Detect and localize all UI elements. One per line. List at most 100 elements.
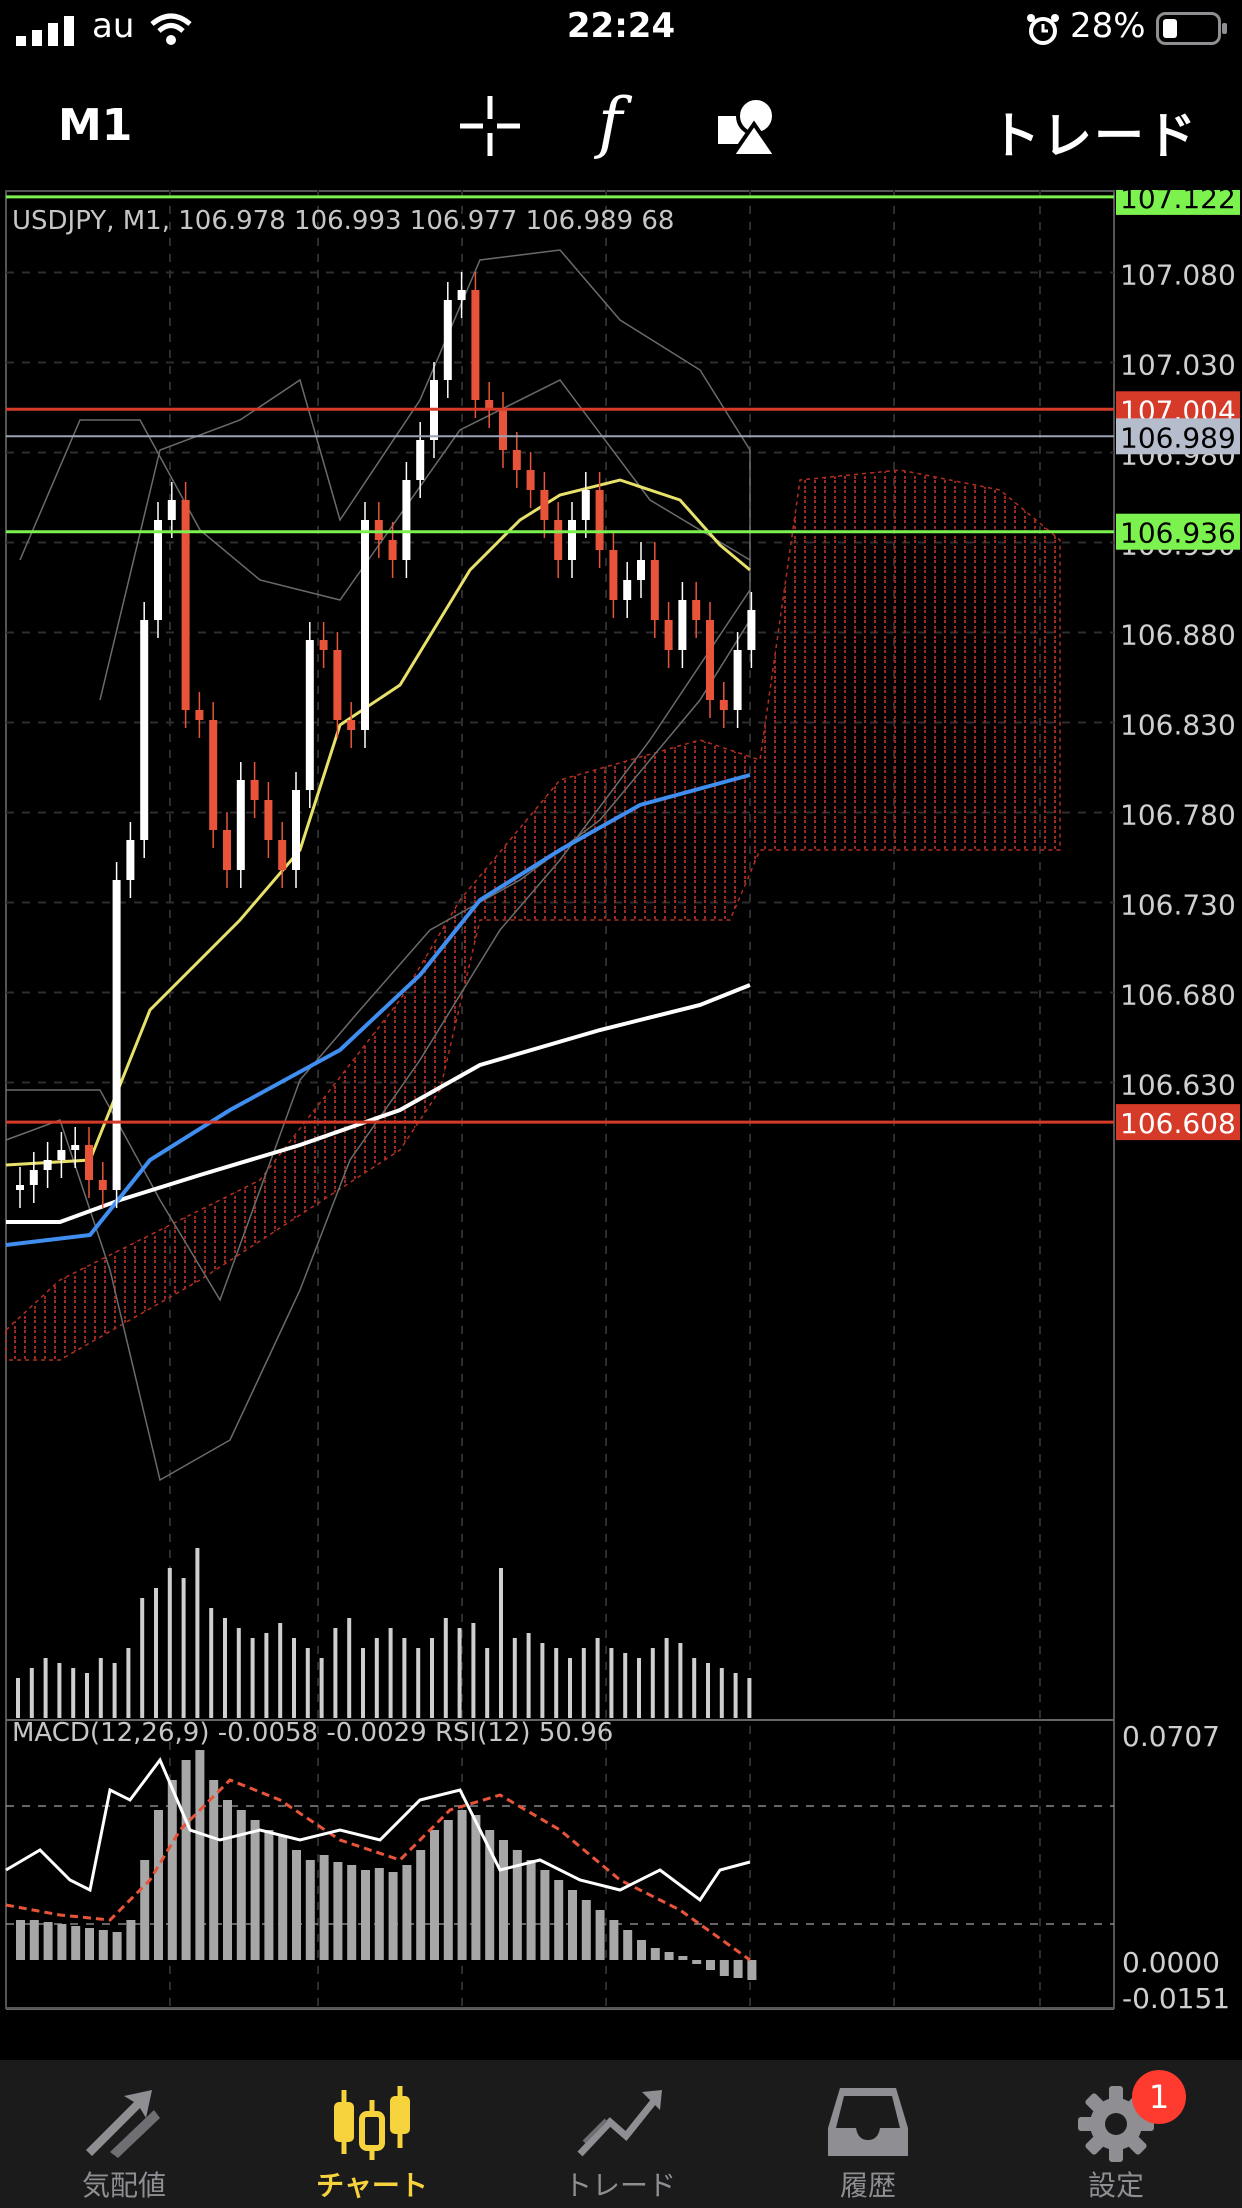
objects-shapes-icon[interactable]: [716, 94, 780, 158]
volume-bar: [443, 1618, 448, 1718]
tab-quotes[interactable]: 気配値: [0, 2060, 248, 2208]
macd-histogram-bar: [374, 1868, 384, 1960]
volume-bar: [664, 1638, 669, 1718]
macd-histogram-bar: [43, 1922, 53, 1960]
candlesticks: [16, 272, 756, 1208]
tab-label: 気配値: [81, 2169, 166, 2202]
volume-bar: [430, 1638, 434, 1718]
candle-body: [388, 540, 397, 560]
macd-histogram-bar: [319, 1855, 329, 1960]
volume-bar: [29, 1668, 34, 1718]
candle-body: [416, 440, 425, 480]
chart-header: USDJPY, M1, 106.978 106.993 106.977 106.…: [12, 206, 675, 236]
candle-body: [512, 450, 521, 470]
tab-chart[interactable]: チャート: [248, 2060, 496, 2208]
tab-trade[interactable]: トレード: [496, 2060, 744, 2208]
volume-bar: [374, 1638, 379, 1718]
macd-histogram-bar: [361, 1870, 370, 1960]
sma-fast-line: [5, 478, 751, 1167]
tab-bar: 気配値 チャート トレード 履歴: [0, 2060, 1242, 2208]
trade-button[interactable]: トレード: [990, 107, 1198, 165]
tab-history[interactable]: 履歴: [744, 2060, 992, 2208]
macd-histogram-bar: [126, 1920, 136, 1960]
macd-histogram-bar: [250, 1820, 260, 1960]
volume-bar: [457, 1628, 462, 1718]
indicator-function-button[interactable]: f: [598, 84, 623, 161]
tab-label: 履歴: [839, 2169, 896, 2202]
price-label-bg: [1116, 513, 1240, 550]
price-label-bg: [1116, 418, 1240, 455]
candle-body: [747, 610, 756, 650]
candle-body: [278, 840, 287, 870]
history-tray-icon: [828, 2088, 908, 2156]
tab-settings[interactable]: 1 設定: [992, 2060, 1240, 2208]
volume-bar: [236, 1628, 241, 1718]
macd-histogram-bar: [416, 1850, 426, 1960]
volume-bar: [609, 1648, 614, 1718]
candle-body: [568, 520, 576, 560]
trade-line-icon: [577, 2090, 662, 2157]
volume-bar: [112, 1663, 117, 1718]
price-tick: 106.680: [1120, 979, 1236, 1012]
volume-bar: [637, 1658, 641, 1718]
candle-body: [581, 490, 590, 520]
indicator-header: MACD(12,26,9) -0.0058 -0.0029 RSI(12) 50…: [12, 1718, 614, 1748]
macd-histogram-bar: [167, 1780, 177, 1960]
settings-gear-icon: [1078, 2086, 1154, 2162]
candle-body: [595, 490, 604, 550]
macd-histogram-bar: [140, 1860, 150, 1960]
candle-body: [264, 800, 273, 840]
candle-body: [223, 830, 231, 870]
macd-histogram-bar: [98, 1930, 108, 1960]
timeframe-button[interactable]: M1: [58, 100, 133, 151]
price-label: 106.936: [1120, 517, 1236, 550]
candle-body: [361, 520, 369, 730]
candle-body: [706, 620, 714, 700]
macd-histogram-bar: [57, 1924, 67, 1960]
battery-percent: 28%: [1070, 6, 1146, 46]
volume-bar: [512, 1638, 517, 1718]
volume-bar: [305, 1648, 310, 1718]
volume-bar: [195, 1548, 200, 1718]
candle-body: [402, 480, 411, 560]
macd-histogram-bar: [278, 1835, 288, 1960]
candle-body: [250, 780, 259, 800]
volume-bar: [250, 1638, 255, 1718]
candle-body: [499, 410, 507, 450]
volume-bar: [706, 1663, 710, 1718]
volume-bar: [554, 1648, 559, 1718]
macd-histogram-bar: [706, 1960, 715, 1970]
macd-histogram-bar: [650, 1948, 660, 1960]
macd-histogram-bar: [347, 1865, 357, 1960]
alarm-icon: [1027, 14, 1059, 45]
macd-histogram-bar: [154, 1810, 163, 1960]
macd-histogram-bar: [637, 1940, 646, 1960]
sma-slow-line: [6, 983, 751, 1224]
candle-body: [664, 620, 673, 650]
macd-histogram-bar: [512, 1850, 522, 1960]
crosshair-icon[interactable]: [458, 94, 522, 158]
chart-toolbar: M1 f トレード: [0, 70, 1242, 180]
chart-canvas[interactable]: 107.130107.080107.030106.980106.930106.8…: [0, 190, 1242, 2010]
volume-bar: [595, 1638, 600, 1718]
volume-bar: [333, 1628, 338, 1718]
rsi-line: [5, 1757, 751, 1903]
macd-histogram-bar: [388, 1872, 398, 1960]
candle-body: [126, 840, 135, 880]
volume-bar: [747, 1678, 752, 1718]
candlestick-chart-icon: [334, 2086, 410, 2160]
macd-histogram-bar: [305, 1860, 315, 1960]
candle-body: [292, 790, 300, 870]
price-chart[interactable]: 107.130107.080107.030106.980106.930106.8…: [0, 190, 1242, 2010]
candle-body: [733, 650, 742, 710]
macd-histogram-bar: [678, 1956, 688, 1960]
macd-histogram-bar: [623, 1930, 633, 1960]
macd-histogram-bar: [16, 1920, 25, 1960]
candle-body: [305, 640, 314, 790]
macd-histogram-bar: [485, 1830, 495, 1960]
candle-body: [540, 490, 549, 520]
carrier-label: au: [92, 6, 135, 46]
macd-histogram-bar: [223, 1800, 232, 1960]
price-tick: 106.880: [1120, 619, 1236, 652]
price-tick: 106.730: [1120, 889, 1236, 922]
